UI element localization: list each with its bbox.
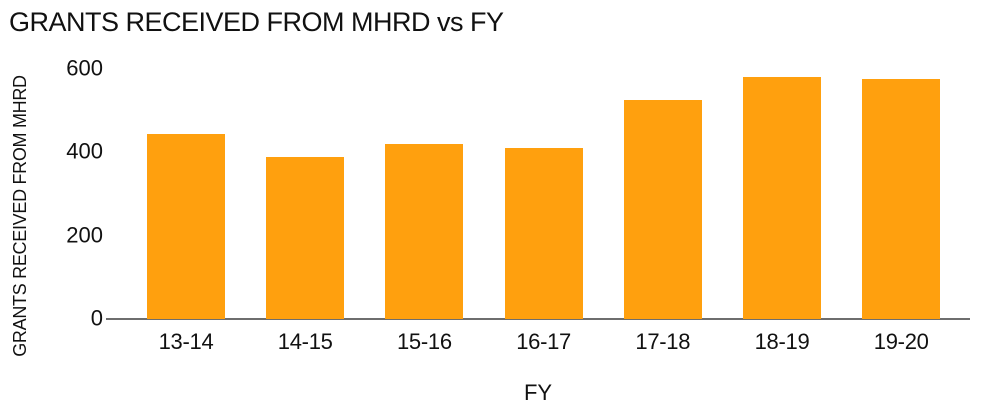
bar [147,133,225,319]
y-tick-label: 0 [90,305,103,331]
bar [623,100,702,319]
x-axis-line [106,318,970,320]
x-tick-label: 16-17 [516,329,571,354]
x-tick-label: 15-16 [397,329,452,354]
x-tick-label: 18-19 [754,329,810,354]
x-axis-title: FY [523,380,553,405]
bar [862,79,941,319]
x-tick-label: 17-18 [635,329,691,354]
x-tick-label: 19-20 [873,329,929,354]
bar [743,77,821,319]
x-tick-label: 14-15 [277,329,333,354]
y-tick-label: 400 [66,138,103,164]
bar [266,156,345,319]
y-tick-label: 200 [66,222,103,248]
chart-title: GRANTS RECEIVED FROM MHRD vs FY [9,7,504,37]
x-tick-label: 13-14 [158,329,214,354]
bar [504,148,583,319]
bar [385,144,464,319]
y-tick-label: 600 [66,55,103,81]
